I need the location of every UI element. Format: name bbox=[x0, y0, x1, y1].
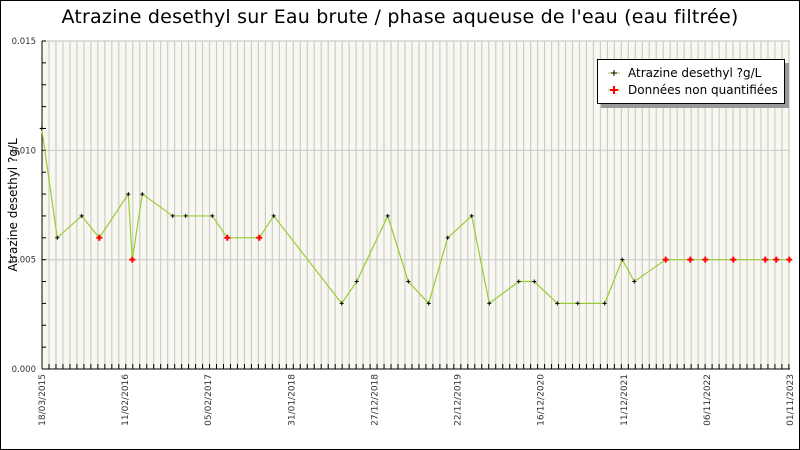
data-point-marker bbox=[445, 235, 450, 240]
non-quantified-point-marker bbox=[762, 256, 769, 263]
black-plus-marker-icon bbox=[608, 70, 620, 76]
data-point-marker bbox=[339, 301, 344, 306]
data-point-marker bbox=[406, 279, 411, 284]
data-point-marker bbox=[385, 213, 390, 218]
data-point-marker bbox=[602, 301, 607, 306]
data-point-marker bbox=[79, 213, 84, 218]
data-point-marker bbox=[354, 279, 359, 284]
data-point-marker bbox=[575, 301, 580, 306]
data-point-marker bbox=[170, 213, 175, 218]
y-tick-label: 0.000 bbox=[12, 365, 36, 375]
x-tick-label: 31/01/2018 bbox=[287, 374, 297, 426]
non-quantified-point-marker bbox=[786, 256, 793, 263]
non-quantified-point-marker bbox=[687, 256, 694, 263]
non-quantified-point-marker bbox=[129, 256, 136, 263]
legend-label-quantified: Atrazine desethyl ?g/L bbox=[628, 66, 762, 80]
non-quantified-point-marker bbox=[256, 234, 263, 241]
x-tick-label: 18/03/2015 bbox=[38, 374, 48, 426]
data-point-marker bbox=[39, 126, 44, 131]
non-quantified-point-marker bbox=[96, 234, 103, 241]
x-tick-label: 27/12/2018 bbox=[370, 374, 380, 426]
y-tick-label: 0.005 bbox=[12, 256, 36, 266]
x-tick-label: 11/02/2016 bbox=[121, 374, 131, 426]
legend: Atrazine desethyl ?g/L Données non quant… bbox=[597, 59, 785, 104]
legend-item-quantified: Atrazine desethyl ?g/L bbox=[606, 65, 761, 81]
x-tick-label: 16/12/2020 bbox=[537, 374, 547, 426]
data-point-marker bbox=[271, 213, 276, 218]
data-point-marker bbox=[532, 279, 537, 284]
data-point-marker bbox=[183, 213, 188, 218]
data-point-marker bbox=[516, 279, 521, 284]
data-point-marker bbox=[126, 192, 131, 197]
x-tick-label: 01/11/2023 bbox=[786, 374, 796, 426]
non-quantified-point-marker bbox=[702, 256, 709, 263]
y-tick-label: 0.015 bbox=[12, 37, 36, 47]
non-quantified-point-marker bbox=[662, 256, 669, 263]
data-point-marker bbox=[632, 279, 637, 284]
data-point-marker bbox=[426, 301, 431, 306]
x-tick-label: 22/12/2019 bbox=[454, 374, 464, 426]
data-point-marker bbox=[469, 213, 474, 218]
data-point-marker bbox=[555, 301, 560, 306]
y-tick-label: 0.010 bbox=[12, 146, 36, 156]
data-point-marker bbox=[620, 257, 625, 262]
x-tick-label: 05/02/2017 bbox=[204, 374, 214, 426]
chart-title: Atrazine desethyl sur Eau brute / phase … bbox=[61, 6, 739, 28]
non-quantified-point-marker bbox=[773, 256, 780, 263]
x-tick-label: 11/12/2021 bbox=[620, 374, 630, 426]
data-point-marker bbox=[55, 235, 60, 240]
data-point-marker bbox=[140, 192, 145, 197]
x-tick-label: 06/11/2022 bbox=[703, 374, 713, 426]
non-quantified-point-marker bbox=[224, 234, 231, 241]
non-quantified-point-marker bbox=[730, 256, 737, 263]
data-point-marker bbox=[210, 213, 215, 218]
red-plus-marker-icon bbox=[608, 86, 620, 94]
legend-item-non-quantified: Données non quantifiées bbox=[606, 82, 778, 98]
legend-label-non-quantified: Données non quantifiées bbox=[628, 83, 778, 97]
data-point-marker bbox=[487, 301, 492, 306]
